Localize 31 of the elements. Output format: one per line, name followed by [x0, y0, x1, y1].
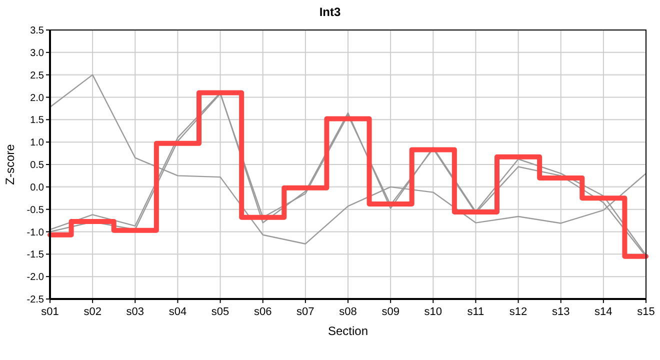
x-tick-label: s05: [211, 306, 230, 318]
x-tick-label: s04: [168, 306, 187, 318]
y-tick-label: 2.0: [30, 92, 44, 104]
x-tick-label: s14: [594, 306, 612, 318]
y-tick-label: -1.5: [26, 250, 44, 261]
x-tick-label: s02: [84, 306, 102, 318]
y-tick-label: -2.5: [26, 294, 44, 306]
y-tick-label: 1.0: [30, 138, 44, 149]
x-tick-label: s03: [126, 306, 144, 318]
y-tick-label: -1.0: [26, 227, 44, 238]
y-tick-label: 2.5: [30, 70, 44, 82]
y-tick-label: 0.5: [30, 160, 44, 171]
chart-title: Int3: [319, 5, 341, 19]
y-tick-label: 1.5: [30, 115, 44, 126]
x-tick-label: s13: [552, 306, 570, 318]
y-tick-label: -2.0: [26, 272, 44, 284]
x-axis-title: Section: [328, 324, 368, 338]
x-tick-label: s10: [424, 306, 442, 318]
x-tick-label: s15: [637, 306, 655, 318]
x-tick-label: s07: [296, 306, 314, 318]
x-tick-label: s01: [41, 306, 59, 318]
x-tick-label: s12: [509, 306, 528, 318]
y-tick-label: 3.0: [30, 48, 44, 59]
x-tick-label: s08: [339, 306, 357, 318]
x-tick-label: s06: [254, 306, 272, 318]
x-tick-label: s11: [467, 306, 484, 318]
x-tick-label: s09: [382, 306, 400, 318]
y-tick-label: 0.0: [30, 182, 44, 194]
y-axis-title: Z-score: [3, 144, 17, 185]
y-tick-label: -0.5: [26, 204, 44, 216]
y-tick-label: 3.5: [30, 26, 44, 36]
